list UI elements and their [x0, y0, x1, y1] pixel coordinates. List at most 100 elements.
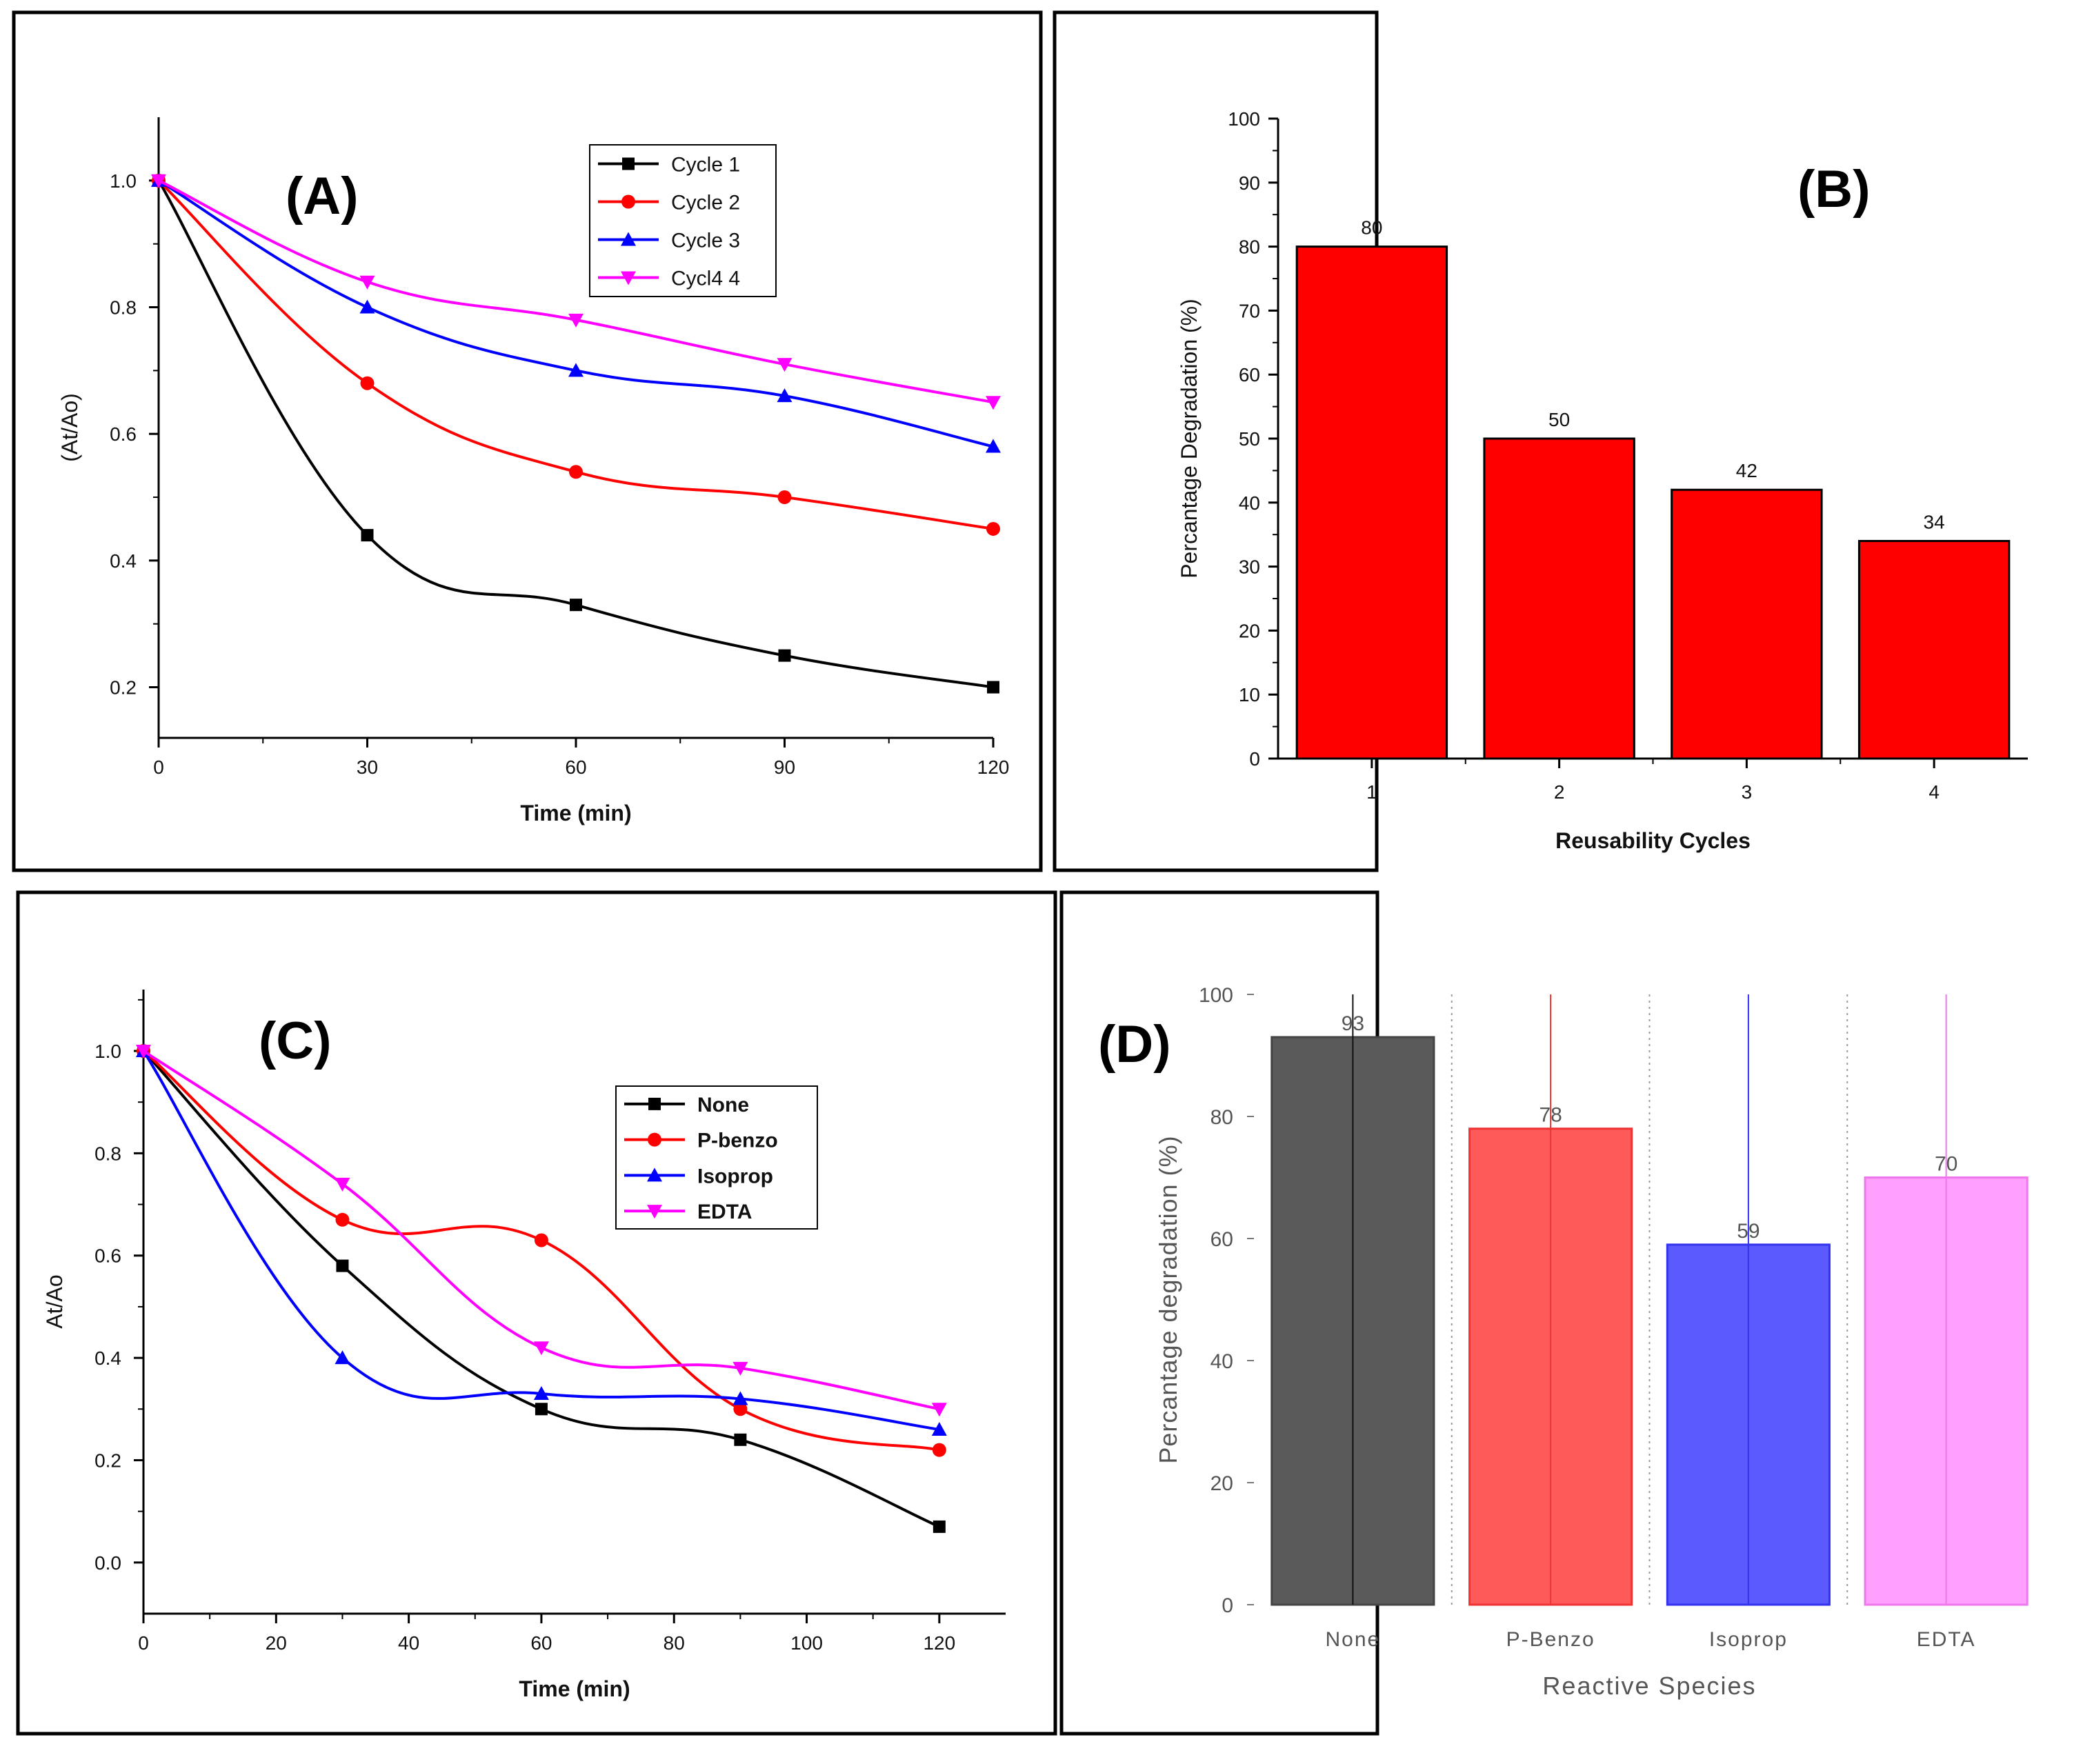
legend-marker-none [648, 1097, 661, 1110]
legend-marker-p-benzo [648, 1132, 661, 1147]
x-axis-label: Reusability Cycles [1555, 828, 1751, 853]
y-axis-label: (At/Ao) [57, 393, 82, 462]
bar-value-label: 70 [1935, 1153, 1957, 1176]
y-tick-label: 20 [1239, 620, 1260, 641]
legend-label-cycl4-4: Cycl4 4 [671, 268, 740, 290]
series-line-cycle-2 [157, 179, 994, 530]
y-tick-label: 80 [1239, 237, 1260, 258]
y-tick-label: 60 [1210, 1228, 1233, 1251]
y-tick-label: 70 [1239, 300, 1260, 321]
y-tick-label: 100 [1228, 108, 1260, 130]
data-point-edta [136, 1045, 151, 1059]
y-tick-label: 1.0 [94, 1041, 121, 1062]
panel-label: (D) [1098, 1015, 1171, 1074]
series-line-isoprop [142, 1050, 940, 1431]
bar-value-label: 42 [1736, 460, 1757, 481]
data-point-cycle-3 [359, 299, 375, 314]
y-tick-label: 60 [1239, 364, 1260, 385]
bar-cycle-2 [1483, 437, 1635, 760]
data-point-cycle-3 [986, 439, 1001, 453]
data-point-cycle-1 [778, 649, 791, 662]
y-tick-label: 0.8 [94, 1143, 121, 1164]
data-point-edta [335, 1177, 350, 1192]
bar-value-label: 78 [1539, 1104, 1562, 1127]
data-point-none [336, 1259, 349, 1272]
data-point-cycl4-4 [151, 174, 166, 188]
y-tick-label: 0.2 [94, 1450, 121, 1471]
data-point-cycle-2 [986, 521, 1000, 536]
bar-cycle-4 [1857, 539, 2011, 760]
y-tick-label: 0.2 [110, 677, 137, 699]
bar-value-label: 93 [1342, 1012, 1364, 1035]
legend-label-none: None [697, 1094, 749, 1116]
y-tick-label: 20 [1210, 1472, 1233, 1495]
data-point-p-benzo [335, 1212, 350, 1227]
bar-value-label: 34 [1924, 511, 1945, 532]
x-tick-label: Isoprop [1709, 1628, 1788, 1651]
x-axis-label: Time (min) [520, 801, 631, 825]
y-tick-label: 0 [1222, 1594, 1233, 1617]
data-point-cycle-3 [568, 363, 584, 377]
legend-marker-cycle-2 [621, 194, 635, 209]
data-point-isoprop [335, 1350, 350, 1365]
data-point-cycl4-4 [777, 358, 793, 372]
y-tick-label: 0.6 [110, 423, 137, 445]
data-point-edta [533, 1341, 549, 1356]
legend-box [589, 144, 777, 297]
y-tick-label: 0.4 [110, 550, 137, 572]
panel-c: 0 20 40 60 80 100 120 0.0 0.2 0.4 0.6 0.8 1.0 Time (m… [42, 990, 1006, 1701]
x-tick-label: 80 [664, 1632, 685, 1654]
legend-label-p-benzo: P-benzo [697, 1130, 778, 1152]
y-tick-label: 0.8 [110, 297, 137, 319]
data-point-none [734, 1433, 747, 1446]
panel-a: 0 30 60 90 120 0.2 0.4 0.6 0.8 1.0 Time (min) (At/A… [57, 117, 1009, 825]
x-tick-label: 60 [565, 756, 586, 778]
x-axis-label: Reactive Species [1542, 1672, 1756, 1700]
panel-b: 0 10 20 30 40 50 60 70 80 90 100 80 1 50 2 42 3 34 4 Reusab… [1177, 108, 2028, 853]
legend-marker-edta [647, 1205, 662, 1219]
y-tick-label: 10 [1239, 684, 1260, 705]
data-point-cycle-2 [569, 465, 583, 479]
data-point-cycle-3 [777, 388, 793, 403]
data-point-none [933, 1520, 946, 1533]
x-tick-label: 40 [398, 1632, 419, 1654]
x-tick-label: None [1326, 1628, 1381, 1651]
data-point-none [535, 1403, 548, 1416]
x-tick-label: 0 [138, 1632, 149, 1654]
data-point-p-benzo [932, 1443, 946, 1457]
data-point-edta [931, 1403, 947, 1417]
x-tick-label: 90 [774, 756, 795, 778]
x-tick-label: 1 [1366, 781, 1377, 803]
y-tick-label: 0 [1249, 748, 1260, 770]
y-tick-label: 100 [1199, 984, 1233, 1007]
y-tick-label: 40 [1239, 492, 1260, 514]
bar-value-label: 50 [1548, 409, 1570, 430]
panel-label: (B) [1797, 160, 1871, 219]
y-axis-label: Percantage Degradation (%) [1177, 299, 1202, 579]
data-point-isoprop [931, 1421, 947, 1436]
legend-label-isoprop: Isoprop [697, 1165, 773, 1187]
panel-label: (C) [259, 1012, 332, 1070]
data-point-cycle-2 [777, 490, 792, 505]
panel-frame-1 [12, 10, 1043, 872]
y-tick-label: 0.4 [94, 1347, 121, 1369]
y-tick-label: 1.0 [110, 170, 137, 192]
series-line-cycle-1 [157, 179, 994, 689]
x-tick-label: 2 [1554, 781, 1565, 803]
x-tick-label: 30 [357, 756, 378, 778]
data-point-cycle-2 [360, 376, 375, 390]
series-line-edta [142, 1050, 940, 1411]
y-tick-label: 50 [1239, 428, 1260, 450]
bar-cycle-1 [1295, 245, 1448, 760]
bar-cycle-3 [1671, 488, 1823, 760]
x-tick-label: 0 [153, 756, 164, 778]
data-point-cycl4-4 [568, 313, 584, 328]
data-point-p-benzo [733, 1402, 748, 1416]
data-point-cycl4-4 [359, 275, 375, 290]
y-tick-label: 0.0 [94, 1552, 121, 1574]
y-axis-label: At/Ao [42, 1274, 67, 1328]
data-point-p-benzo [534, 1233, 548, 1247]
x-tick-label: 4 [1928, 781, 1940, 803]
y-tick-label: 0.6 [94, 1245, 121, 1267]
